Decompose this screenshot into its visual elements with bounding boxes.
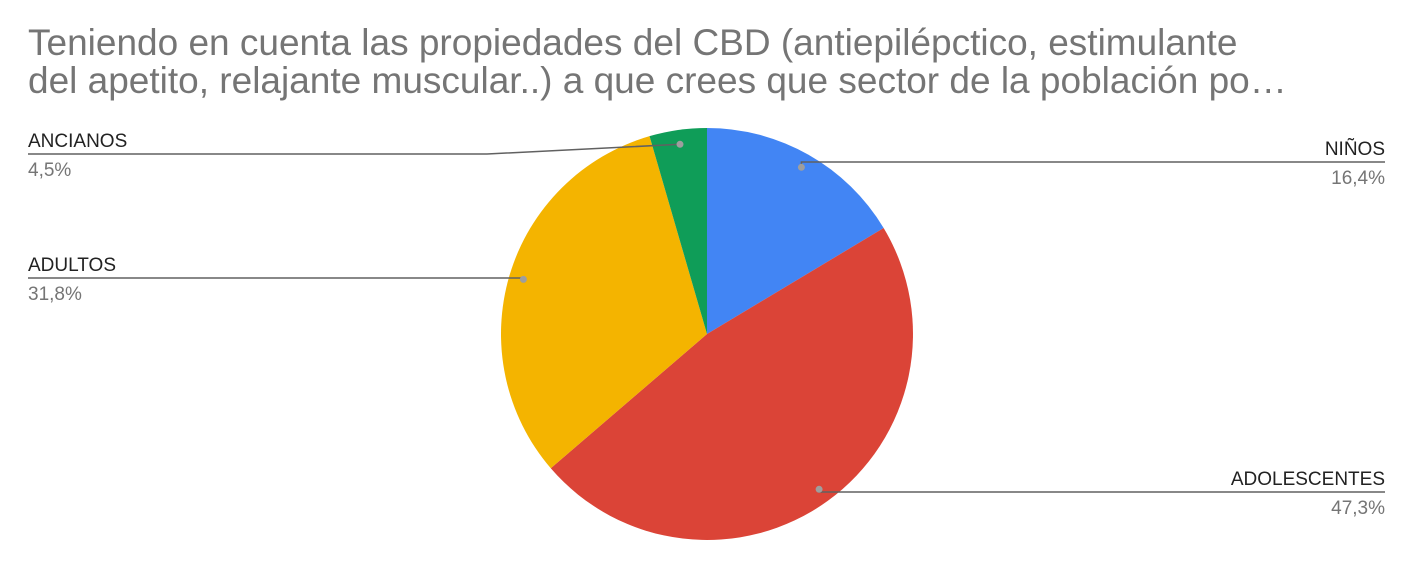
leader-line-adultos xyxy=(28,277,525,280)
pie-slice-adultos xyxy=(501,136,707,469)
leader-line-ninos xyxy=(800,161,1385,168)
slice-value-ninos: 16,4% xyxy=(1331,168,1385,189)
leader-line-ancianos xyxy=(28,143,681,155)
leader-dot-ancianos xyxy=(676,140,684,148)
slice-label-ancianos: ANCIANOS xyxy=(28,131,127,152)
pie-slice-ninos xyxy=(707,128,884,334)
chart-title-line-1: Teniendo en cuenta las propiedades del C… xyxy=(28,22,1238,63)
slice-value-adultos: 31,8% xyxy=(28,284,82,305)
leader-lines xyxy=(28,140,1385,493)
leader-dot-adolescentes xyxy=(815,485,823,493)
chart-title-line-2: del apetito, relajante muscular..) a que… xyxy=(28,60,1287,101)
pie-slice-adolescentes xyxy=(550,228,913,540)
leader-dot-adultos xyxy=(519,275,527,283)
leader-dot-ninos xyxy=(797,163,805,171)
chart-title: Teniendo en cuenta las propiedades del C… xyxy=(28,24,1398,100)
slice-labels: NIÑOS 16,4% ADOLESCENTES 47,3% ADULTOS 31,8% A… xyxy=(28,131,1385,519)
slice-label-ninos: NIÑOS xyxy=(1325,138,1385,160)
pie-slices xyxy=(501,128,913,540)
pie-slice-ancianos xyxy=(649,128,707,334)
slice-value-ancianos: 4,5% xyxy=(28,160,71,181)
slice-value-adolescentes: 47,3% xyxy=(1331,498,1385,519)
slice-label-adolescentes: ADOLESCENTES xyxy=(1231,469,1385,490)
slice-label-adultos: ADULTOS xyxy=(28,255,116,276)
